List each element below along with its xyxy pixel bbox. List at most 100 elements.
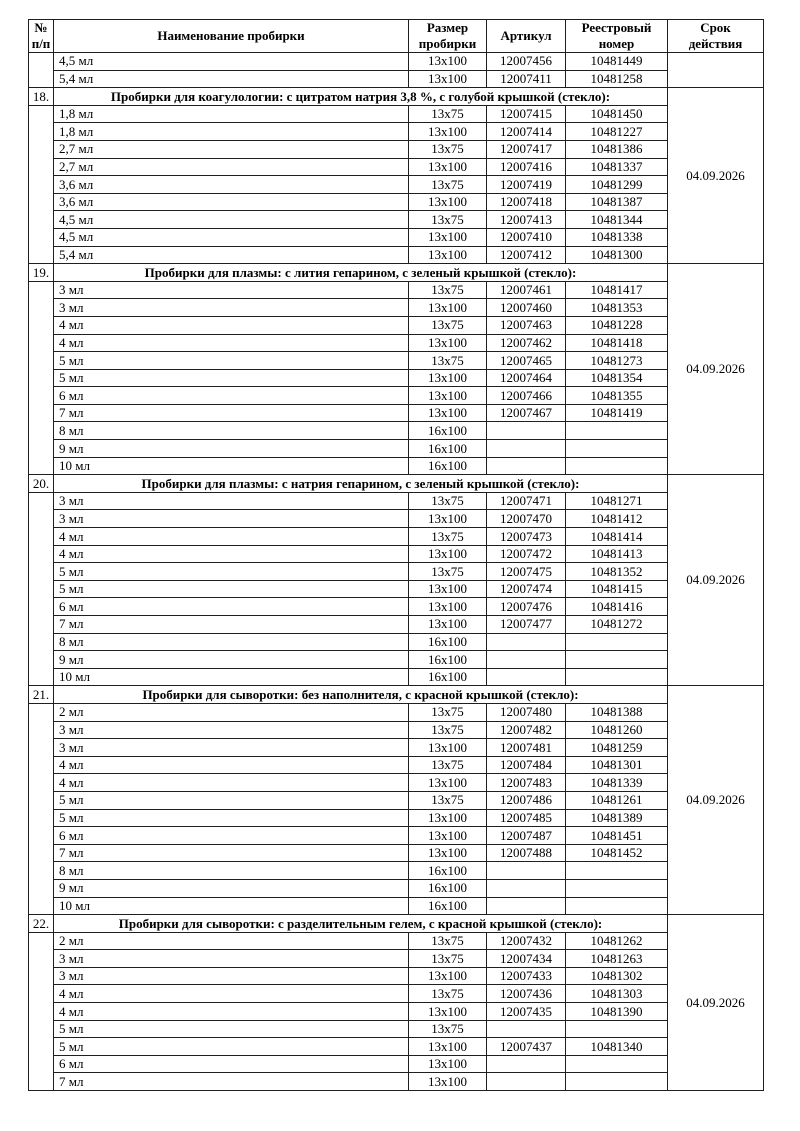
cell-size: 13x100 — [408, 808, 487, 828]
table-row: 9 мл 16x100 — [29, 878, 764, 898]
cell-volume: 10 мл — [53, 896, 409, 916]
cell-article: 12007456 — [486, 52, 566, 71]
table-row: 5,4 мл 13x100 12007411 10481258 — [29, 69, 764, 89]
cell-article: 12007482 — [486, 720, 566, 740]
cell-volume: 6 мл — [53, 826, 409, 845]
cell-article — [486, 896, 566, 916]
cell-article: 12007487 — [486, 826, 566, 845]
cell-size: 13x75 — [408, 139, 487, 159]
cell-registry: 10481300 — [565, 245, 668, 265]
cell-size: 13x100 — [408, 333, 487, 353]
cell-size: 13x75 — [408, 527, 487, 546]
cell-size: 13x100 — [408, 122, 487, 141]
cell-size: 16x100 — [408, 896, 487, 916]
cell-registry — [565, 667, 668, 687]
cell-article: 12007464 — [486, 368, 566, 388]
cell-article: 12007467 — [486, 403, 566, 423]
cell-registry: 10481355 — [565, 386, 668, 405]
cell-registry — [565, 1072, 668, 1092]
section-title: Пробирки для сыворотки: без наполнителя,… — [53, 685, 668, 704]
section-number: 21. — [28, 685, 54, 704]
cell-registry: 10481386 — [565, 139, 668, 159]
table-row: 9 мл 16x100 — [29, 439, 764, 458]
cell-volume: 7 мл — [53, 615, 409, 634]
cell-volume: 7 мл — [53, 843, 409, 863]
cell-volume: 7 мл — [53, 1072, 409, 1092]
table-row: 5 мл 13x100 12007464 10481354 — [29, 368, 764, 388]
cell-volume: 3 мл — [53, 738, 409, 757]
cell-registry — [565, 439, 668, 458]
cell-article — [486, 456, 566, 476]
cell-size: 13x75 — [408, 351, 487, 370]
cell-volume: 3 мл — [53, 491, 409, 511]
section-number: 20. — [28, 474, 54, 493]
table-row: 3 мл 13x75 12007461 10481417 — [28, 280, 764, 476]
cell-registry: 10481352 — [565, 562, 668, 581]
cell-volume: 6 мл — [53, 597, 409, 616]
row-number-cell — [28, 280, 54, 476]
cell-volume: 9 мл — [53, 878, 409, 898]
cell-article: 12007434 — [486, 949, 566, 968]
cell-article: 12007486 — [486, 790, 566, 810]
validity-cell — [667, 51, 764, 89]
cell-volume: 3 мл — [53, 280, 409, 300]
table-row: 3 мл 13x75 12007471 10481271 — [28, 491, 764, 687]
cell-registry: 10481450 — [565, 104, 668, 124]
cell-volume: 9 мл — [53, 439, 409, 458]
cell-volume: 4,5 мл — [53, 210, 409, 229]
cell-registry: 10481302 — [565, 966, 668, 986]
cell-article: 12007433 — [486, 966, 566, 986]
cell-registry: 10481416 — [565, 597, 668, 616]
validity-date: 04.09.2026 — [667, 914, 764, 1092]
cell-size: 16x100 — [408, 456, 487, 476]
cell-registry: 10481301 — [565, 755, 668, 775]
column-header-registry: Реестровый номер — [565, 19, 668, 53]
cell-article — [486, 878, 566, 898]
cell-article — [486, 667, 566, 687]
cell-registry — [565, 1054, 668, 1074]
cell-registry: 10481228 — [565, 315, 668, 335]
cell-article — [486, 861, 566, 880]
cell-size: 13x100 — [408, 966, 487, 986]
cell-article: 12007412 — [486, 245, 566, 265]
table-row: 5 мл 13x75 12007486 10481261 — [29, 790, 764, 810]
cell-volume: 5 мл — [53, 368, 409, 388]
cell-size: 13x100 — [408, 773, 487, 792]
cell-size: 13x100 — [408, 403, 487, 423]
cell-article: 12007471 — [486, 491, 566, 511]
cell-registry: 10481449 — [565, 52, 668, 71]
cell-article: 12007474 — [486, 579, 566, 599]
table-row: 8 мл 16x100 — [29, 632, 764, 652]
cell-volume: 2 мл — [53, 931, 409, 951]
cell-registry: 10481415 — [565, 579, 668, 599]
cell-registry: 10481339 — [565, 773, 668, 792]
cell-article: 12007473 — [486, 527, 566, 546]
cell-article: 12007461 — [486, 280, 566, 300]
table-row: 3 мл 13x100 12007470 10481412 — [29, 509, 764, 529]
cell-volume: 4 мл — [53, 984, 409, 1004]
cell-size: 13x100 — [408, 227, 487, 247]
cell-volume: 10 мл — [53, 667, 409, 687]
cell-registry — [565, 632, 668, 652]
cell-volume: 8 мл — [53, 421, 409, 441]
table-row: 3,6 мл 13x100 12007418 10481387 — [29, 192, 764, 212]
cell-volume: 3,6 мл — [53, 192, 409, 212]
column-header-num: № п/п — [28, 19, 54, 53]
table-row: 4 мл 13x75 12007484 10481301 — [29, 755, 764, 775]
cell-size: 13x75 — [408, 210, 487, 229]
table-row: 5 мл 13x75 — [29, 1019, 764, 1039]
cell-registry: 10481418 — [565, 333, 668, 353]
cell-registry: 10481412 — [565, 509, 668, 529]
cell-size: 13x100 — [408, 298, 487, 317]
cell-article: 12007435 — [486, 1002, 566, 1021]
cell-volume: 3 мл — [53, 720, 409, 740]
row-number-cell — [28, 104, 54, 265]
cell-registry: 10481451 — [565, 826, 668, 845]
cell-size: 13x100 — [408, 368, 487, 388]
cell-volume: 5 мл — [53, 790, 409, 810]
cell-size: 13x75 — [408, 491, 487, 511]
table-row: 10 мл 16x100 — [29, 456, 764, 476]
cell-article: 12007415 — [486, 104, 566, 124]
cell-volume: 4 мл — [53, 527, 409, 546]
cell-size: 13x75 — [408, 562, 487, 581]
